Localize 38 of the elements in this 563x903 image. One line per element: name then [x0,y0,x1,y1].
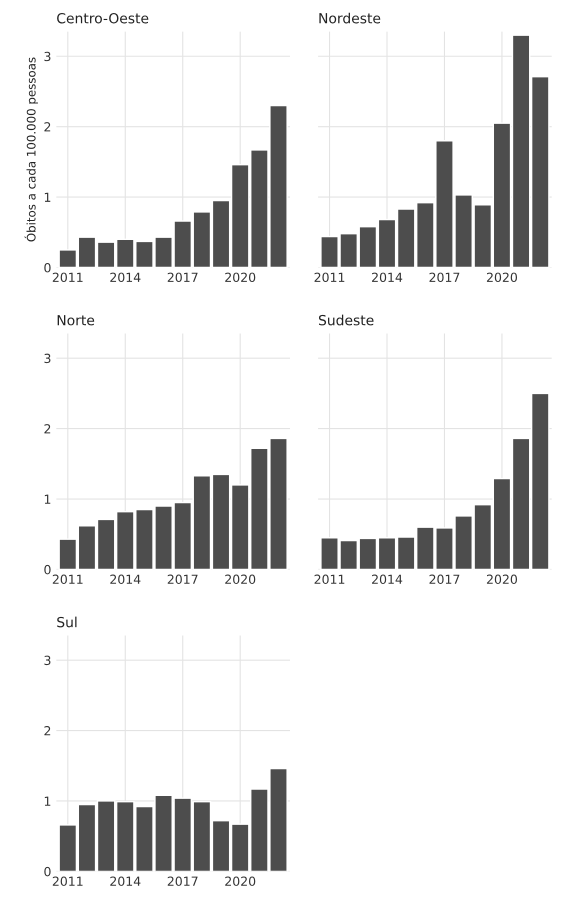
x-tick-label: 2017 [168,272,198,282]
chart-title: Centro-Oeste [57,12,148,24]
y-tick-label: 2 [44,122,50,132]
y-tick-label: 1 [44,796,50,806]
x-tick-label: 2020 [486,272,518,282]
x-tick-label: 2017 [429,272,460,282]
x-tick-label: 2011 [314,574,344,584]
x-tick-label: 2011 [314,272,344,282]
y-tick-label: 0 [44,564,51,574]
x-tick-label: 2011 [52,574,83,584]
y-tick-label: 3 [44,52,50,62]
chart-title: Sul [57,616,76,628]
x-tick-label: 2014 [110,272,140,282]
y-tick-label: 1 [44,192,50,202]
y-tick-label: 2 [44,726,50,736]
chart-title: Sudeste [318,314,374,326]
x-tick-label: 2017 [168,574,198,584]
x-tick-label: 2020 [486,574,518,584]
x-tick-label: 2020 [225,574,256,584]
y-axis-title: Óbitos a cada 100.000 pessoas [24,58,38,242]
x-tick-label: 2014 [110,876,140,886]
x-tick-label: 2014 [372,574,402,584]
chart-title: Nordeste [319,12,380,24]
y-tick-label: 2 [44,424,50,434]
x-tick-label: 2017 [429,574,460,584]
y-tick-label: 0 [44,866,51,876]
x-tick-label: 2020 [225,272,256,282]
x-tick-label: 2014 [372,272,402,282]
x-tick-label: 2017 [168,876,198,886]
x-tick-label: 2020 [225,876,256,886]
y-tick-label: 3 [44,354,50,364]
y-tick-label: 0 [44,262,51,272]
chart-title: Norte [58,315,94,326]
x-tick-label: 2011 [52,272,83,282]
x-tick-label: 2014 [110,574,140,584]
x-tick-label: 2011 [52,876,83,886]
y-tick-label: 3 [44,656,50,666]
y-tick-label: 1 [44,494,50,504]
